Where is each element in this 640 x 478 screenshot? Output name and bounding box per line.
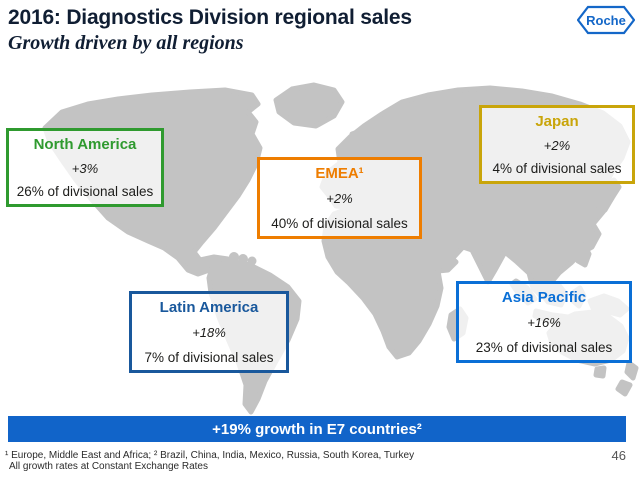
region-share: 7% of divisional sales [144, 349, 274, 365]
tasmania-shape [593, 365, 607, 379]
region-box-asia-pacific: Asia Pacific +16% 23% of divisional sale… [456, 281, 632, 363]
caribbean-island [238, 254, 248, 264]
roche-logo-icon: Roche [576, 4, 636, 36]
region-box-emea: EMEA¹ +2% 40% of divisional sales [257, 157, 422, 239]
region-name: North America [33, 136, 137, 153]
new-zealand-shape [615, 379, 633, 397]
footnote-line-1: ¹ Europe, Middle East and Africa; ² Braz… [5, 450, 415, 461]
region-share: 23% of divisional sales [475, 339, 613, 355]
region-name: Asia Pacific [501, 289, 587, 306]
philippines-shape [574, 242, 592, 268]
region-growth: +3% [71, 160, 99, 176]
japan-islands-shape [590, 177, 622, 219]
region-growth: +2% [326, 191, 353, 207]
region-growth: +18% [192, 325, 226, 341]
e7-growth-banner: +19% growth in E7 countries² [8, 416, 626, 442]
new-zealand-shape [624, 360, 639, 381]
roche-logo-hexagon: Roche [576, 5, 636, 35]
page-number: 46 [611, 448, 626, 463]
page-subtitle: Growth driven by all regions [8, 32, 244, 54]
region-name: Latin America [159, 299, 259, 316]
region-box-latin-america: Latin America +18% 7% of divisional sale… [129, 291, 289, 373]
roche-logo-text: Roche [586, 13, 626, 28]
caribbean-island [247, 256, 257, 266]
region-growth: +2% [543, 137, 571, 153]
region-box-japan: Japan +2% 4% of divisional sales [479, 105, 635, 184]
region-share: 40% of divisional sales [271, 215, 408, 231]
greenland-shape [273, 82, 345, 129]
footnote-line-2: All growth rates at Constant Exchange Ra… [9, 461, 208, 472]
region-name: EMEA¹ [315, 165, 364, 182]
region-box-north-america: North America +3% 26% of divisional sale… [6, 128, 164, 207]
region-name: Japan [535, 113, 579, 130]
caribbean-island [229, 252, 239, 262]
page-title: 2016: Diagnostics Division regional sale… [8, 6, 412, 29]
region-share: 4% of divisional sales [492, 160, 622, 176]
e7-growth-banner-text: +19% growth in E7 countries² [212, 420, 422, 438]
region-share: 26% of divisional sales [16, 183, 154, 199]
region-growth: +16% [527, 315, 561, 331]
